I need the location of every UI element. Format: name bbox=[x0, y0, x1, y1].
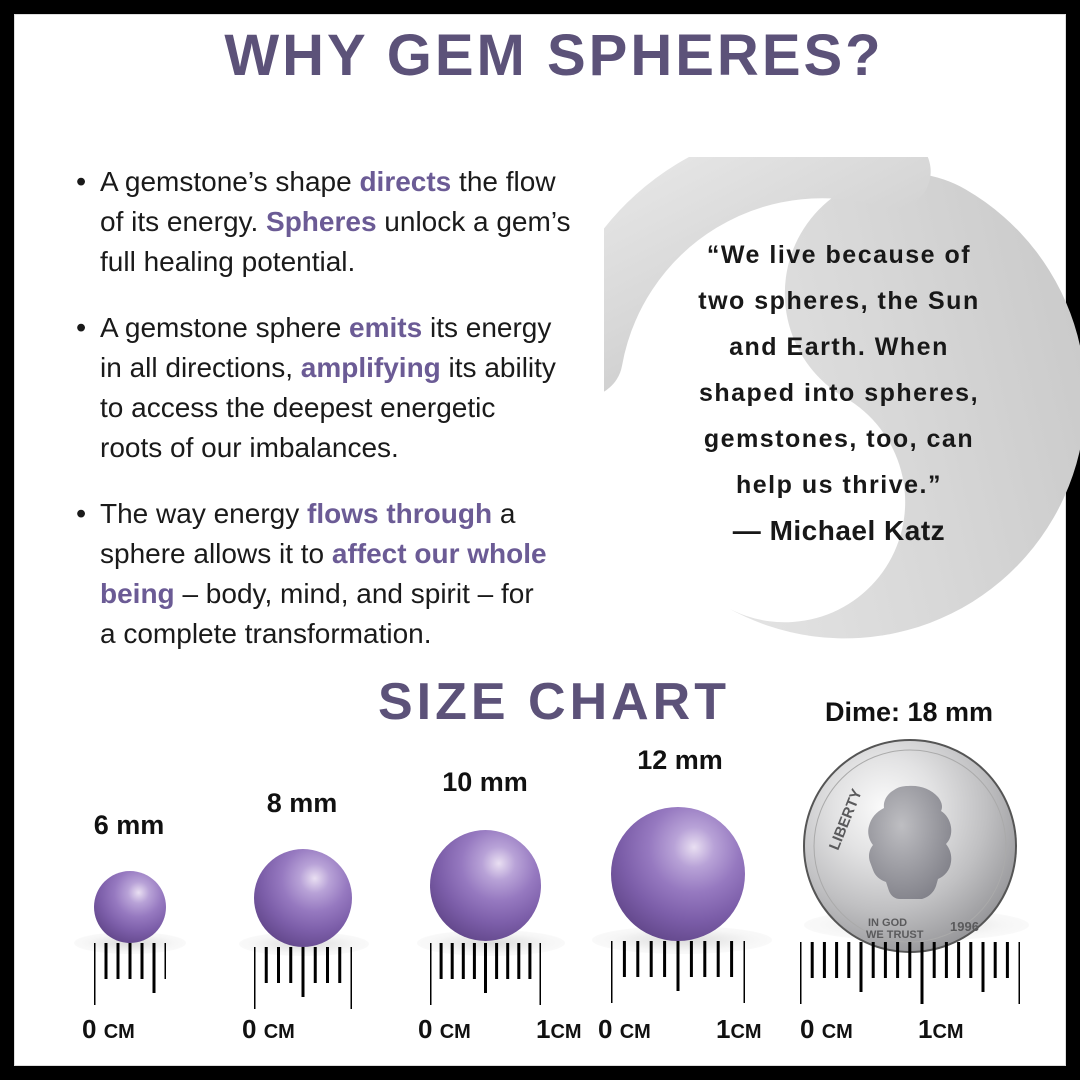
svg-text:WE TRUST: WE TRUST bbox=[866, 929, 924, 941]
svg-text:1996: 1996 bbox=[950, 919, 979, 934]
svg-text:IN GOD: IN GOD bbox=[868, 917, 907, 929]
